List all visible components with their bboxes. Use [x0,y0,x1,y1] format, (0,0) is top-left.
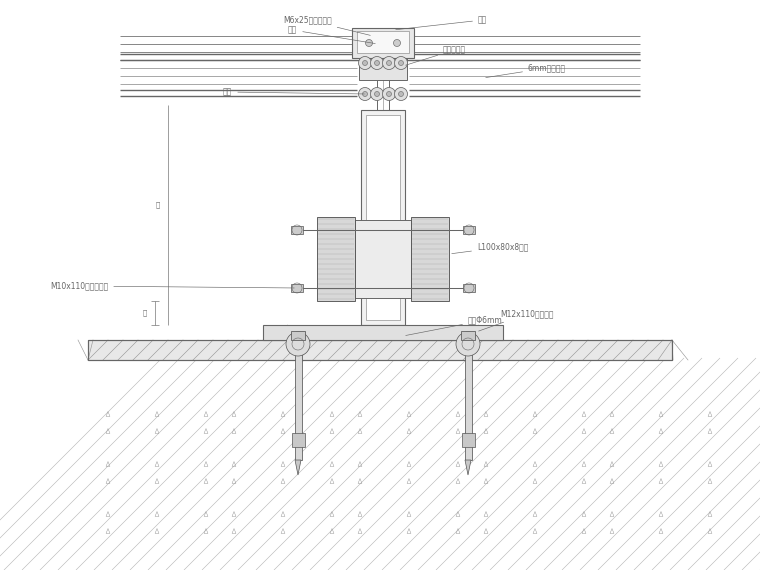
Circle shape [363,92,368,96]
Circle shape [375,60,379,66]
Polygon shape [465,460,471,475]
Bar [295,340,302,460]
Bar [357,31,409,53]
Bar [88,340,672,360]
Circle shape [363,60,368,66]
Bar [292,433,305,447]
Bar [355,220,411,298]
Bar [463,284,475,292]
Circle shape [286,332,310,356]
Circle shape [394,56,407,70]
Bar [291,226,303,234]
Circle shape [394,88,407,100]
Bar [463,226,475,234]
Text: 硅酮耐候胶: 硅酮耐候胶 [406,46,466,65]
Text: 玻璃: 玻璃 [396,15,487,30]
Text: 垫铁Φ6mm: 垫铁Φ6mm [406,316,503,336]
Bar [352,28,414,58]
Circle shape [371,88,384,100]
Circle shape [398,92,404,96]
Bar [465,340,472,460]
Bar [462,433,475,447]
Circle shape [387,92,391,96]
Bar [461,331,475,340]
Text: M12x110膨胀螺栓: M12x110膨胀螺栓 [479,310,553,331]
Bar [317,217,355,301]
Text: 压条: 压条 [288,26,375,43]
Circle shape [371,56,384,70]
Circle shape [398,60,404,66]
Text: 滚珠: 滚珠 [223,88,364,96]
Bar [291,284,303,292]
Bar [359,58,407,80]
Bar [361,110,405,325]
Text: M6x25不锈钢螺栓: M6x25不锈钢螺栓 [283,15,370,35]
Text: 高: 高 [156,202,160,208]
Polygon shape [295,460,301,475]
Circle shape [375,92,379,96]
Circle shape [359,88,372,100]
Circle shape [394,39,401,47]
Circle shape [366,39,372,47]
Circle shape [359,56,372,70]
Circle shape [382,88,395,100]
Text: 6mm钢化玻璃: 6mm钢化玻璃 [486,63,566,78]
Text: L100x80x8角铁: L100x80x8角铁 [451,242,528,254]
Circle shape [382,56,395,70]
Circle shape [456,332,480,356]
Bar [88,340,672,360]
Bar [411,217,449,301]
Text: M10x110不锈钢螺栓: M10x110不锈钢螺栓 [50,282,294,291]
Text: 立: 立 [143,310,147,316]
Bar [263,325,503,340]
Circle shape [387,60,391,66]
Bar [366,115,400,320]
Bar [291,331,305,340]
